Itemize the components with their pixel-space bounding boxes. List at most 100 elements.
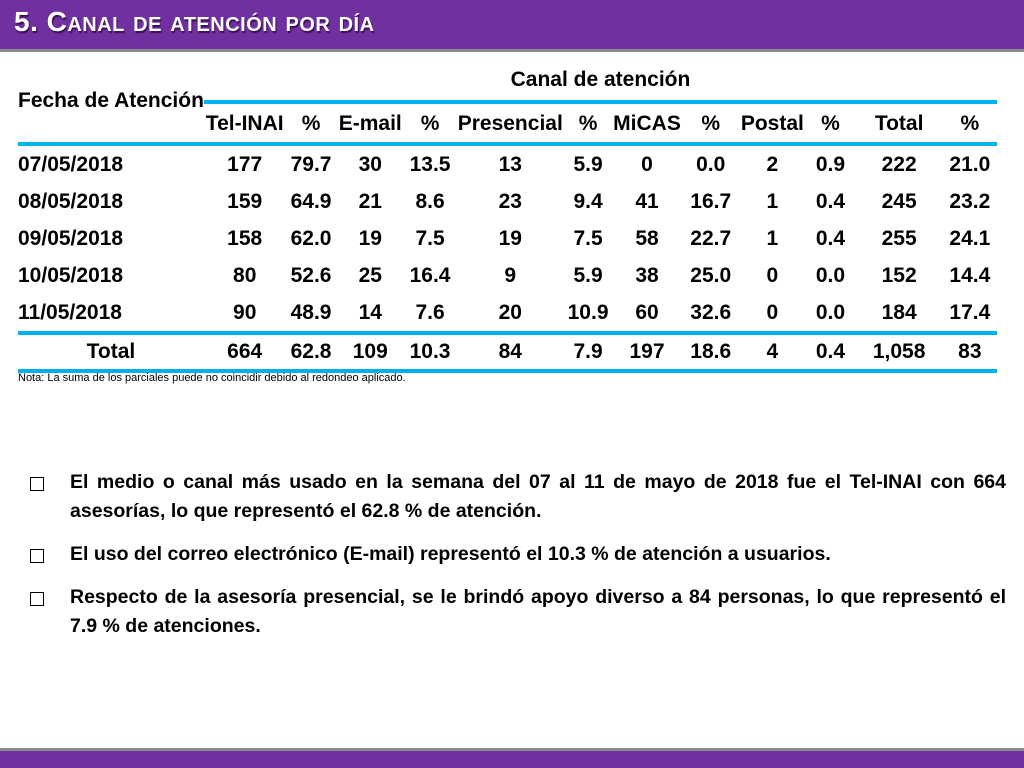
- table-cell: 58: [635, 227, 659, 250]
- bullet-list: El medio o canal más usado en la semana …: [28, 468, 1006, 655]
- table-cell: 16.4: [409, 264, 451, 287]
- table-cell: 0: [641, 153, 653, 176]
- table-cell: 255: [881, 227, 917, 250]
- date-cell: 08/05/2018: [18, 190, 124, 213]
- table-cell: 60: [635, 301, 659, 324]
- total-cell: 0.4: [805, 331, 856, 373]
- table-cell: 25.0: [690, 264, 732, 287]
- table-cell: 23: [498, 190, 522, 213]
- table-cell: 14: [358, 301, 382, 324]
- table-cell: 41: [635, 190, 659, 213]
- table-cell: 152: [881, 264, 917, 287]
- table-cell: 1: [766, 227, 779, 250]
- table-cell: 13.5: [409, 153, 451, 176]
- total-cell: 4: [739, 331, 806, 373]
- table-cell: 7.5: [415, 227, 445, 250]
- table-cell: 13: [498, 153, 522, 176]
- total-cell: 18.6: [682, 331, 740, 373]
- total-cell: 84: [456, 331, 565, 373]
- table-row: 11/05/2018 90 48.9 14 7.6 20 10.9 60 32.…: [18, 294, 997, 333]
- total-cell: 1,058: [855, 331, 943, 373]
- column-header: Total: [855, 102, 943, 146]
- table-cell: 20: [498, 301, 522, 324]
- checkbox-square-icon: [30, 592, 44, 606]
- footer-bar: [0, 748, 1024, 768]
- bullet-text: Respecto de la asesoría presencial, se l…: [70, 586, 1006, 637]
- table-cell: 14.4: [949, 264, 991, 287]
- channel-group-header: Canal de atención: [203, 58, 997, 104]
- date-cell: 11/05/2018: [18, 301, 122, 324]
- table-cell: 64.9: [290, 190, 332, 213]
- column-header: %: [942, 102, 997, 146]
- table-cell: 23.2: [949, 190, 991, 213]
- table-cell: 25: [358, 264, 382, 287]
- total-cell: 83: [942, 331, 997, 373]
- table-cell: 184: [881, 301, 917, 324]
- table-column-header-row: Tel-INAI % E-mail % Presencial % MiCAS %…: [18, 102, 997, 146]
- table-cell: 0.4: [815, 227, 846, 250]
- table-cell: 62.0: [290, 227, 332, 250]
- page-title: 5. Canal de atención por día: [14, 6, 375, 37]
- total-cell: 109: [336, 331, 404, 373]
- table-cell: 21.0: [949, 153, 991, 176]
- table-cell: 159: [227, 190, 263, 213]
- table-cell: 17.4: [949, 301, 991, 324]
- table-cell: 9.4: [573, 190, 603, 213]
- bullet-text: El uso del correo electrónico (E-mail) r…: [70, 543, 831, 565]
- column-header: %: [682, 102, 740, 146]
- table-cell: 80: [233, 264, 257, 287]
- column-header: Presencial: [456, 102, 565, 146]
- table-cell: 79.7: [290, 153, 332, 176]
- date-column-header: Fecha de Atención: [18, 58, 204, 146]
- table-note: Nota: La suma de los parciales puede no …: [18, 372, 406, 384]
- attention-table-container: Fecha de Atención Canal de atención Tel-…: [18, 58, 997, 373]
- total-label: Total: [18, 331, 204, 373]
- table-cell: 16.7: [690, 190, 732, 213]
- table-cell: 177: [227, 153, 263, 176]
- table-cell: 0.9: [815, 153, 846, 176]
- table-total-row: Total 664 62.8 109 10.3 84 7.9 197 18.6 …: [18, 331, 997, 373]
- table-cell: 5.9: [573, 264, 603, 287]
- table-cell: 7.6: [415, 301, 445, 324]
- bullet-item: El medio o canal más usado en la semana …: [28, 468, 1006, 526]
- table-row: 08/05/2018 159 64.9 21 8.6 23 9.4 41 16.…: [18, 183, 997, 220]
- total-cell: 197: [611, 331, 683, 373]
- total-cell: 7.9: [564, 331, 612, 373]
- column-header: E-mail: [336, 102, 404, 146]
- table-group-header-row: Fecha de Atención Canal de atención: [18, 58, 997, 146]
- table-cell: 0.0: [696, 153, 726, 176]
- date-cell: 07/05/2018: [18, 153, 124, 176]
- date-cell: 09/05/2018: [18, 227, 124, 250]
- table-cell: 48.9: [290, 301, 332, 324]
- checkbox-square-icon: [30, 549, 44, 563]
- table-cell: 10.9: [567, 301, 609, 324]
- table-cell: 19: [498, 227, 522, 250]
- table-cell: 2: [766, 153, 779, 176]
- column-header: %: [805, 102, 856, 146]
- table-cell: 222: [881, 153, 917, 176]
- table-cell: 30: [358, 153, 382, 176]
- table-cell: 22.7: [690, 227, 732, 250]
- table-cell: 0.4: [815, 190, 846, 213]
- attention-table: Fecha de Atención Canal de atención Tel-…: [18, 58, 997, 373]
- table-cell: 52.6: [290, 264, 332, 287]
- table-row: 09/05/2018 158 62.0 19 7.5 19 7.5 58 22.…: [18, 220, 997, 257]
- table-cell: 90: [233, 301, 257, 324]
- table-row: 07/05/2018 177 79.7 30 13.5 13 5.9 0 0.0…: [18, 144, 997, 183]
- total-cell: 10.3: [403, 331, 457, 373]
- table-row: 10/05/2018 80 52.6 25 16.4 9 5.9 38 25.0…: [18, 257, 997, 294]
- column-header: %: [403, 102, 457, 146]
- bullet-item: El uso del correo electrónico (E-mail) r…: [28, 540, 1006, 569]
- table-cell: 24.1: [949, 227, 991, 250]
- column-header: MiCAS: [611, 102, 683, 146]
- table-cell: 21: [358, 190, 382, 213]
- table-cell: 7.5: [573, 227, 603, 250]
- column-header: Postal: [739, 102, 806, 146]
- table-cell: 0.0: [815, 264, 846, 287]
- bullet-item: Respecto de la asesoría presencial, se l…: [28, 583, 1006, 641]
- column-header: %: [564, 102, 612, 146]
- total-cell: 664: [203, 331, 286, 373]
- column-header: %: [285, 102, 337, 146]
- checkbox-square-icon: [30, 477, 44, 491]
- table-cell: 158: [227, 227, 263, 250]
